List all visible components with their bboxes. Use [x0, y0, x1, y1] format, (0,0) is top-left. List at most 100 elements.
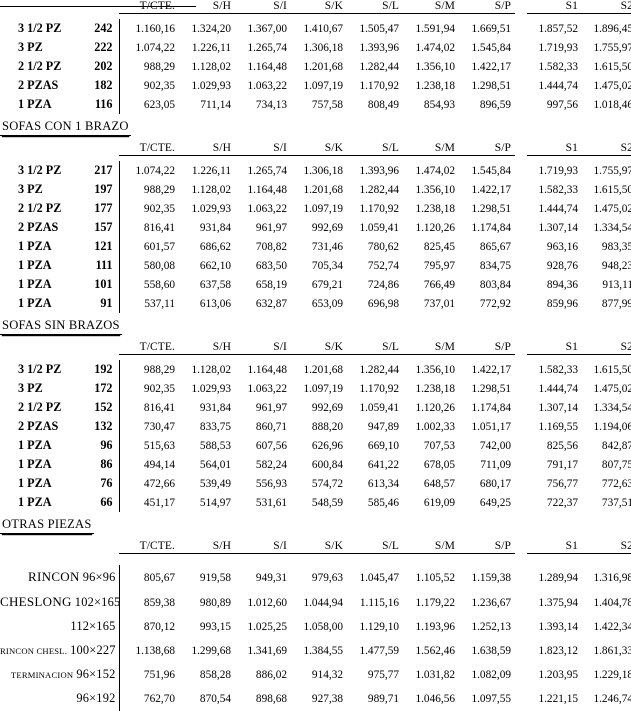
- header-blank-label: [0, 142, 119, 156]
- cell-sm: 1.474,02: [415, 165, 455, 177]
- table-row: 1 PZA 86 494,14 564,01 582,24 600,84 641,22 678…: [0, 455, 631, 474]
- row-dimensions: 96×152: [76, 667, 116, 681]
- row-group-gap: [515, 663, 527, 687]
- cell-sl: 1.282,44: [359, 184, 399, 196]
- header-gap-left: [119, 142, 123, 156]
- cell-sp: 1.082,09: [471, 669, 511, 681]
- cell-tcte: 494,14: [143, 459, 175, 471]
- cell-sk: 1.201,68: [303, 364, 343, 376]
- cell-s2: 1.615,50: [593, 184, 631, 196]
- cell-sl: 696,98: [367, 298, 399, 310]
- cell-s2: 1.615,50: [593, 61, 631, 73]
- column-header-s2: S2: [582, 341, 631, 355]
- cell-sk: 600,84: [311, 459, 343, 471]
- cell-sl: 1.393,96: [359, 165, 399, 177]
- cell-s1: 1.289,94: [538, 572, 578, 584]
- row-label: TERMINACION 96×152: [0, 663, 119, 687]
- row-vertical-rule: [118, 76, 123, 95]
- column-header-sk: S/K: [291, 142, 347, 156]
- row-dimensions: 102×165: [74, 595, 121, 609]
- row-group-gap: [515, 493, 527, 512]
- row-vertical-rule: [118, 379, 123, 398]
- cell-s2: 1.246,74: [593, 693, 631, 705]
- row-vertical-rule: [118, 474, 123, 493]
- cell-s2: 983,35: [601, 241, 631, 253]
- cell-si: 949,31: [255, 572, 287, 584]
- cell-sh: 931,84: [199, 402, 231, 414]
- column-header-sh: S/H: [179, 540, 235, 554]
- cell-sk: 888,20: [311, 421, 343, 433]
- cell-sk: 1.201,68: [303, 184, 343, 196]
- row-label: 3 PZ: [18, 182, 43, 196]
- cell-si: 556,93: [255, 478, 287, 490]
- row-label: 2 PZAS: [18, 220, 59, 234]
- column-header-si: S/I: [235, 540, 291, 554]
- cell-si: 734,13: [255, 99, 287, 111]
- row-group-gap: [515, 360, 527, 379]
- row-label: 1 PZA: [18, 438, 52, 452]
- cell-si: 1.265,74: [247, 42, 287, 54]
- row-quantity: 76: [100, 476, 113, 490]
- table-row: 1 PZA 111 580,08 662,10 683,50 705,34 752,74 79…: [0, 256, 631, 275]
- table-row: 1 PZA 66 451,17 514,97 531,61 548,59 585,46 619…: [0, 493, 631, 512]
- cell-sm: 707,53: [423, 440, 455, 452]
- row-group-gap: [515, 379, 527, 398]
- column-header-sp: S/P: [459, 540, 515, 554]
- row-label: 3 PZ: [18, 381, 43, 395]
- cell-tcte: 762,70: [143, 693, 175, 705]
- cell-sl: 1.477,59: [359, 645, 399, 657]
- row-vertical-rule: [118, 19, 123, 38]
- cell-s2: 1.194,06: [593, 421, 631, 433]
- row-quantity: 111: [95, 258, 113, 272]
- table-header-row: T/CTE.S/HS/IS/KS/LS/MS/PS1S2S3S4: [0, 0, 631, 14]
- row-quantity: 91: [100, 296, 113, 310]
- cell-s1: 1.203,95: [538, 669, 578, 681]
- cell-sm: 854,93: [423, 99, 455, 111]
- row-vertical-rule: [118, 493, 123, 512]
- cell-sh: 613,06: [199, 298, 231, 310]
- cell-sh: 833,75: [199, 421, 231, 433]
- table-row: 1 PZA 91 537,11 613,06 632,87 653,09 696,98 737…: [0, 294, 631, 313]
- row-group-gap: [515, 687, 527, 711]
- cell-si: 1.367,00: [247, 23, 287, 35]
- cell-s1: 1.393,14: [538, 621, 578, 633]
- cell-sk: 1.384,55: [303, 645, 343, 657]
- table-row: 1 PZA 121 601,57 686,62 708,82 731,46 780,62 82…: [0, 237, 631, 256]
- cell-tcte: 580,08: [143, 260, 175, 272]
- cell-sh: 1.128,02: [191, 364, 231, 376]
- cell-s1: 1.582,33: [538, 364, 578, 376]
- cell-s2: 1.018,46: [593, 99, 631, 111]
- section-heading-cell: OTRAS PIEZAS: [0, 512, 631, 540]
- cell-sk: 653,09: [311, 298, 343, 310]
- table-row: 2 PZAS 157 816,41 931,84 961,97 992,69 1.059,4…: [0, 218, 631, 237]
- column-header-sk: S/K: [291, 341, 347, 355]
- cell-s1: 1.719,93: [538, 42, 578, 54]
- column-header-s1: S1: [527, 0, 582, 14]
- cell-sk: 731,46: [311, 241, 343, 253]
- section-heading-row: SOFAS SIN BRAZOS: [0, 313, 631, 341]
- cell-tcte: 623,05: [143, 99, 175, 111]
- row-vertical-rule: [118, 360, 123, 379]
- cell-sl: 1.282,44: [359, 364, 399, 376]
- row-label: 2 1/2 PZ: [18, 400, 62, 414]
- cell-sh: 637,58: [199, 279, 231, 291]
- cell-sl: 585,46: [367, 497, 399, 509]
- row-vertical-rule: [118, 275, 123, 294]
- cell-sp: 1.422,17: [471, 184, 511, 196]
- row-quantity: 182: [94, 78, 113, 92]
- cell-si: 1.063,22: [247, 80, 287, 92]
- cell-si: 886,02: [255, 669, 287, 681]
- cell-si: 1.012,60: [247, 597, 287, 609]
- row-group-gap: [515, 639, 527, 663]
- section-heading: OTRAS PIEZAS: [0, 517, 94, 534]
- section-heading: SOFAS SIN BRAZOS: [0, 318, 122, 335]
- cell-sh: 1.029,93: [191, 203, 231, 215]
- row-label: 1 PZA: [18, 239, 52, 253]
- cell-s2: 1.475,02: [593, 203, 631, 215]
- row-group-gap: [515, 474, 527, 493]
- cell-sp: 1.298,51: [471, 383, 511, 395]
- cell-s1: 1.444,74: [538, 203, 578, 215]
- cell-s1: 1.444,74: [538, 80, 578, 92]
- row-group-gap: [515, 38, 527, 57]
